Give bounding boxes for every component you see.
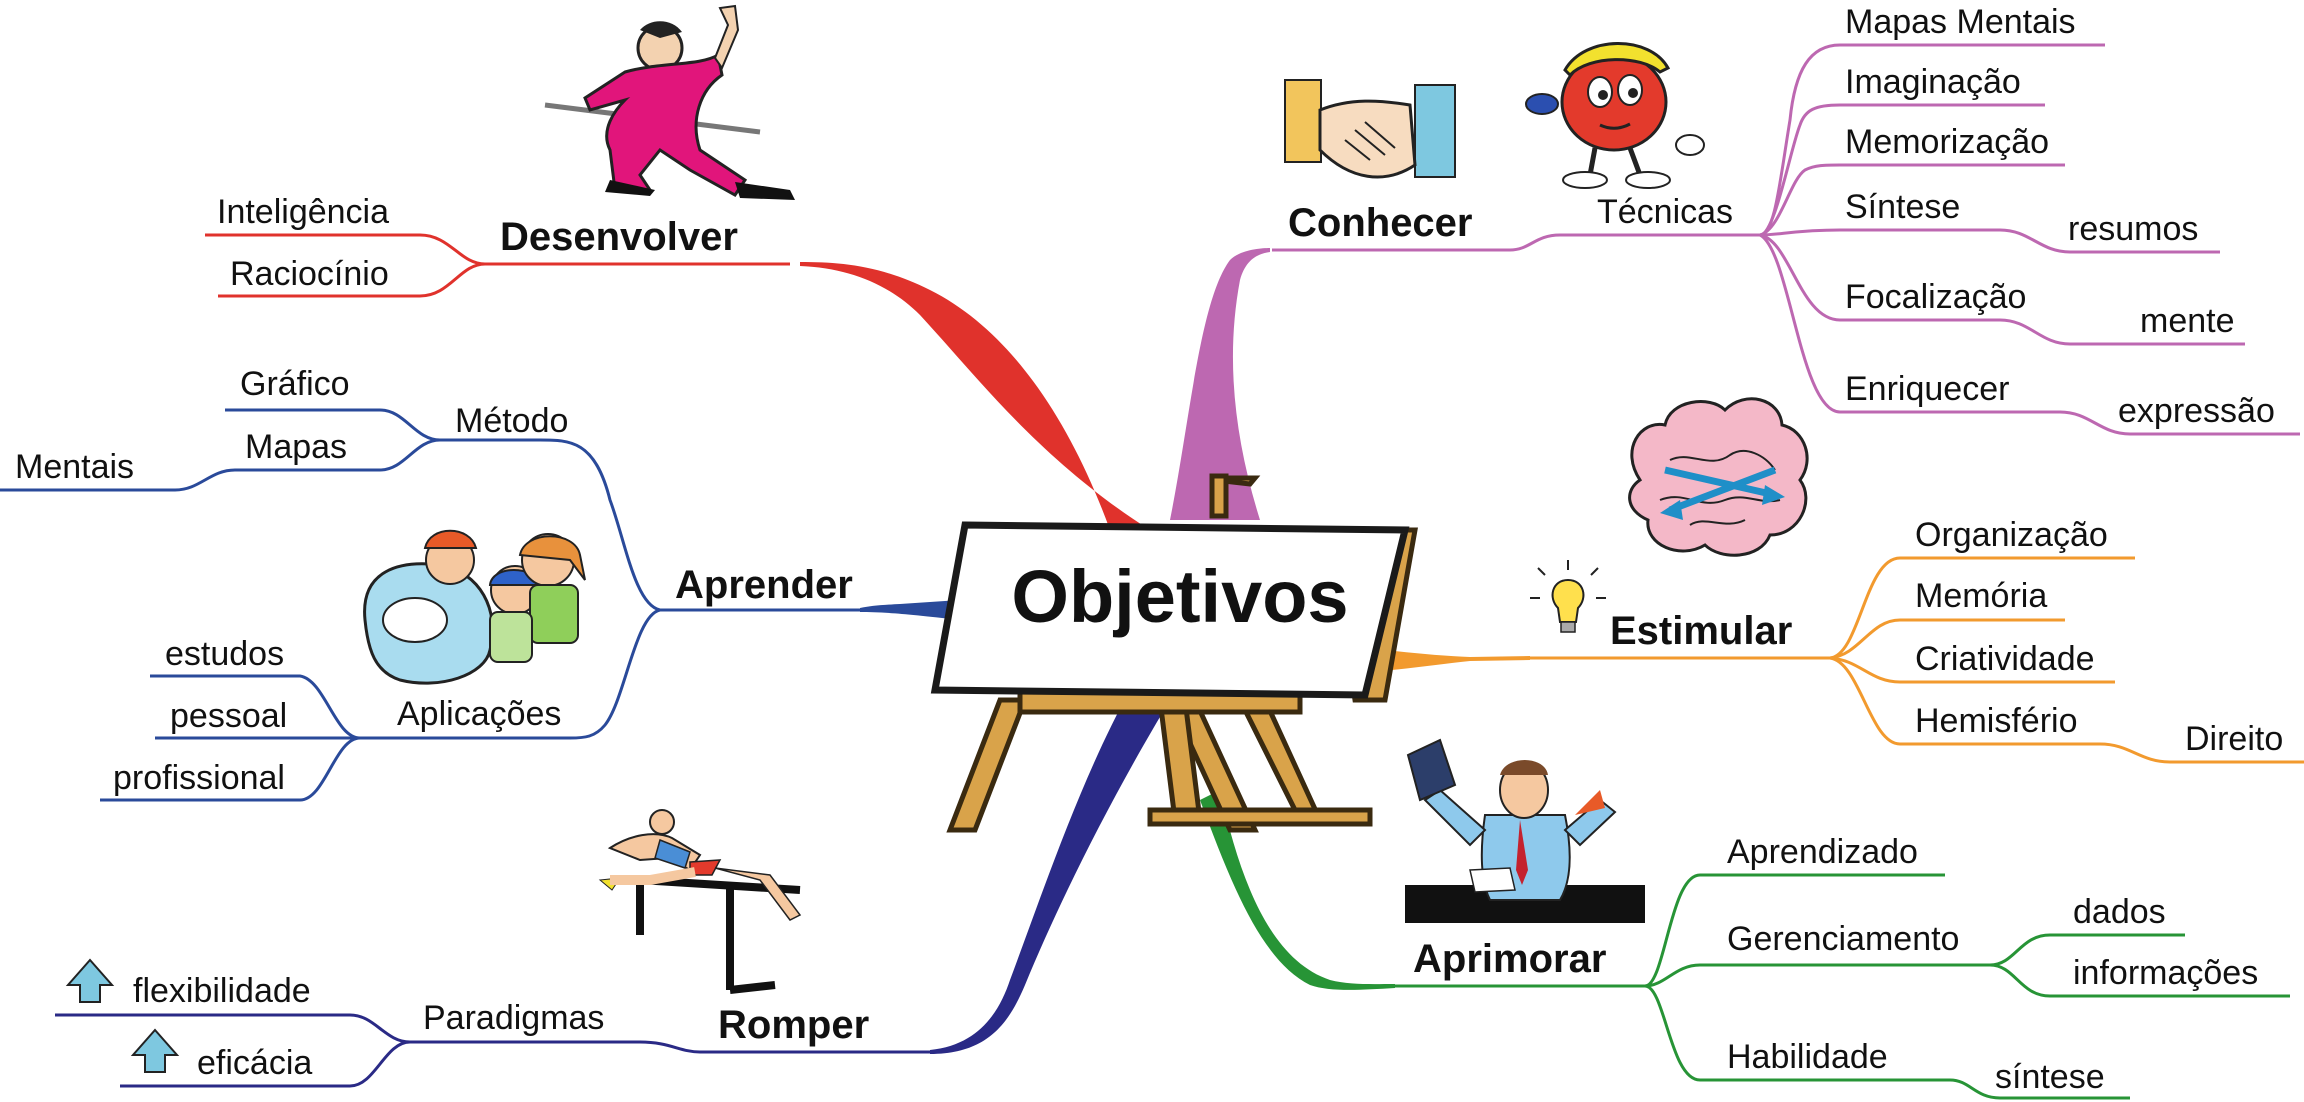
lines-desenvolver bbox=[205, 233, 790, 298]
branch-label-desenvolver: Desenvolver bbox=[500, 215, 738, 259]
node-sintese: Síntese bbox=[1845, 188, 1960, 226]
branch-label-conhecer: Conhecer bbox=[1288, 201, 1473, 245]
node-raciocinio: Raciocínio bbox=[230, 255, 389, 293]
handshake-icon bbox=[1284, 79, 1456, 179]
node-inteligencia: Inteligência bbox=[217, 193, 389, 231]
node-profissional: profissional bbox=[113, 759, 285, 797]
apple-mascot-icon bbox=[1525, 42, 1705, 189]
node-estudos: estudos bbox=[165, 635, 284, 673]
branch-desenvolver bbox=[800, 262, 1150, 530]
node-focalizacao: Focalização bbox=[1845, 278, 2026, 316]
node-aplicacoes: Aplicações bbox=[397, 695, 561, 733]
kids-computer-icon bbox=[363, 529, 586, 685]
easel-board bbox=[930, 521, 1410, 699]
branch-label-estimular: Estimular bbox=[1610, 609, 1792, 653]
node-grafico: Gráfico bbox=[240, 365, 350, 403]
node-eficacia: eficácia bbox=[197, 1044, 312, 1082]
brain-icon bbox=[1628, 397, 1809, 557]
node-flexibilidade: flexibilidade bbox=[133, 972, 311, 1010]
node-tecnicas: Técnicas bbox=[1597, 193, 1733, 231]
node-informacoes: informações bbox=[2073, 954, 2258, 992]
worried-man-icon bbox=[1405, 738, 1645, 923]
martial-artist-icon bbox=[544, 4, 795, 200]
node-hemisferio: Hemisfério bbox=[1915, 702, 2077, 740]
node-pessoal: pessoal bbox=[170, 697, 287, 735]
lines-aprimorar bbox=[1395, 873, 2290, 1100]
node-expressao: expressão bbox=[2118, 392, 2275, 430]
branch-aprender bbox=[860, 600, 960, 620]
node-resumos: resumos bbox=[2068, 210, 2198, 248]
branch-conhecer bbox=[1170, 248, 1270, 520]
node-metodo: Método bbox=[455, 402, 568, 440]
node-criatividade: Criatividade bbox=[1915, 640, 2095, 678]
node-sintese-aprimorar: síntese bbox=[1995, 1058, 2105, 1096]
node-mente: mente bbox=[2140, 302, 2235, 340]
branch-label-romper: Romper bbox=[718, 1003, 869, 1047]
node-habilidade: Habilidade bbox=[1727, 1038, 1888, 1076]
lines-romper bbox=[55, 1013, 930, 1088]
node-dados: dados bbox=[2073, 893, 2166, 931]
node-mentais: Mentais bbox=[15, 448, 134, 486]
lightbulb-icon bbox=[1530, 560, 1606, 633]
up-arrow-icon bbox=[130, 1028, 180, 1073]
node-memoria: Memória bbox=[1915, 577, 2047, 615]
lines-conhecer bbox=[1272, 43, 2300, 436]
node-aprendizado: Aprendizado bbox=[1727, 833, 1918, 871]
node-organizacao: Organização bbox=[1915, 516, 2108, 554]
node-imaginacao: Imaginação bbox=[1845, 63, 2021, 101]
node-paradigmas: Paradigmas bbox=[423, 999, 604, 1037]
branch-label-aprender: Aprender bbox=[675, 563, 853, 607]
lines-estimular bbox=[1530, 556, 2304, 764]
branch-romper bbox=[930, 690, 1170, 1054]
node-mapas: Mapas bbox=[245, 428, 347, 466]
node-gerenciamento: Gerenciamento bbox=[1727, 920, 1959, 958]
center-title: Objetivos bbox=[1011, 555, 1348, 638]
hurdler-icon bbox=[598, 809, 802, 994]
node-direito: Direito bbox=[2185, 720, 2283, 758]
up-arrow-icon bbox=[65, 958, 115, 1003]
node-enriquecer: Enriquecer bbox=[1845, 370, 2009, 408]
branch-label-aprimorar: Aprimorar bbox=[1413, 937, 1606, 981]
node-mapas-mentais: Mapas Mentais bbox=[1845, 3, 2076, 41]
lines-aprender bbox=[0, 408, 860, 802]
node-memorizacao: Memorização bbox=[1845, 123, 2049, 161]
branch-estimular bbox=[1370, 648, 1530, 672]
